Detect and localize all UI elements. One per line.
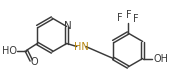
Text: N: N (64, 21, 72, 31)
Text: HN: HN (74, 42, 89, 52)
Text: OH: OH (153, 54, 168, 63)
Text: F: F (133, 14, 139, 24)
Text: O: O (30, 57, 38, 67)
Text: HO: HO (2, 45, 17, 56)
Text: F: F (126, 10, 132, 20)
Text: F: F (117, 13, 123, 23)
